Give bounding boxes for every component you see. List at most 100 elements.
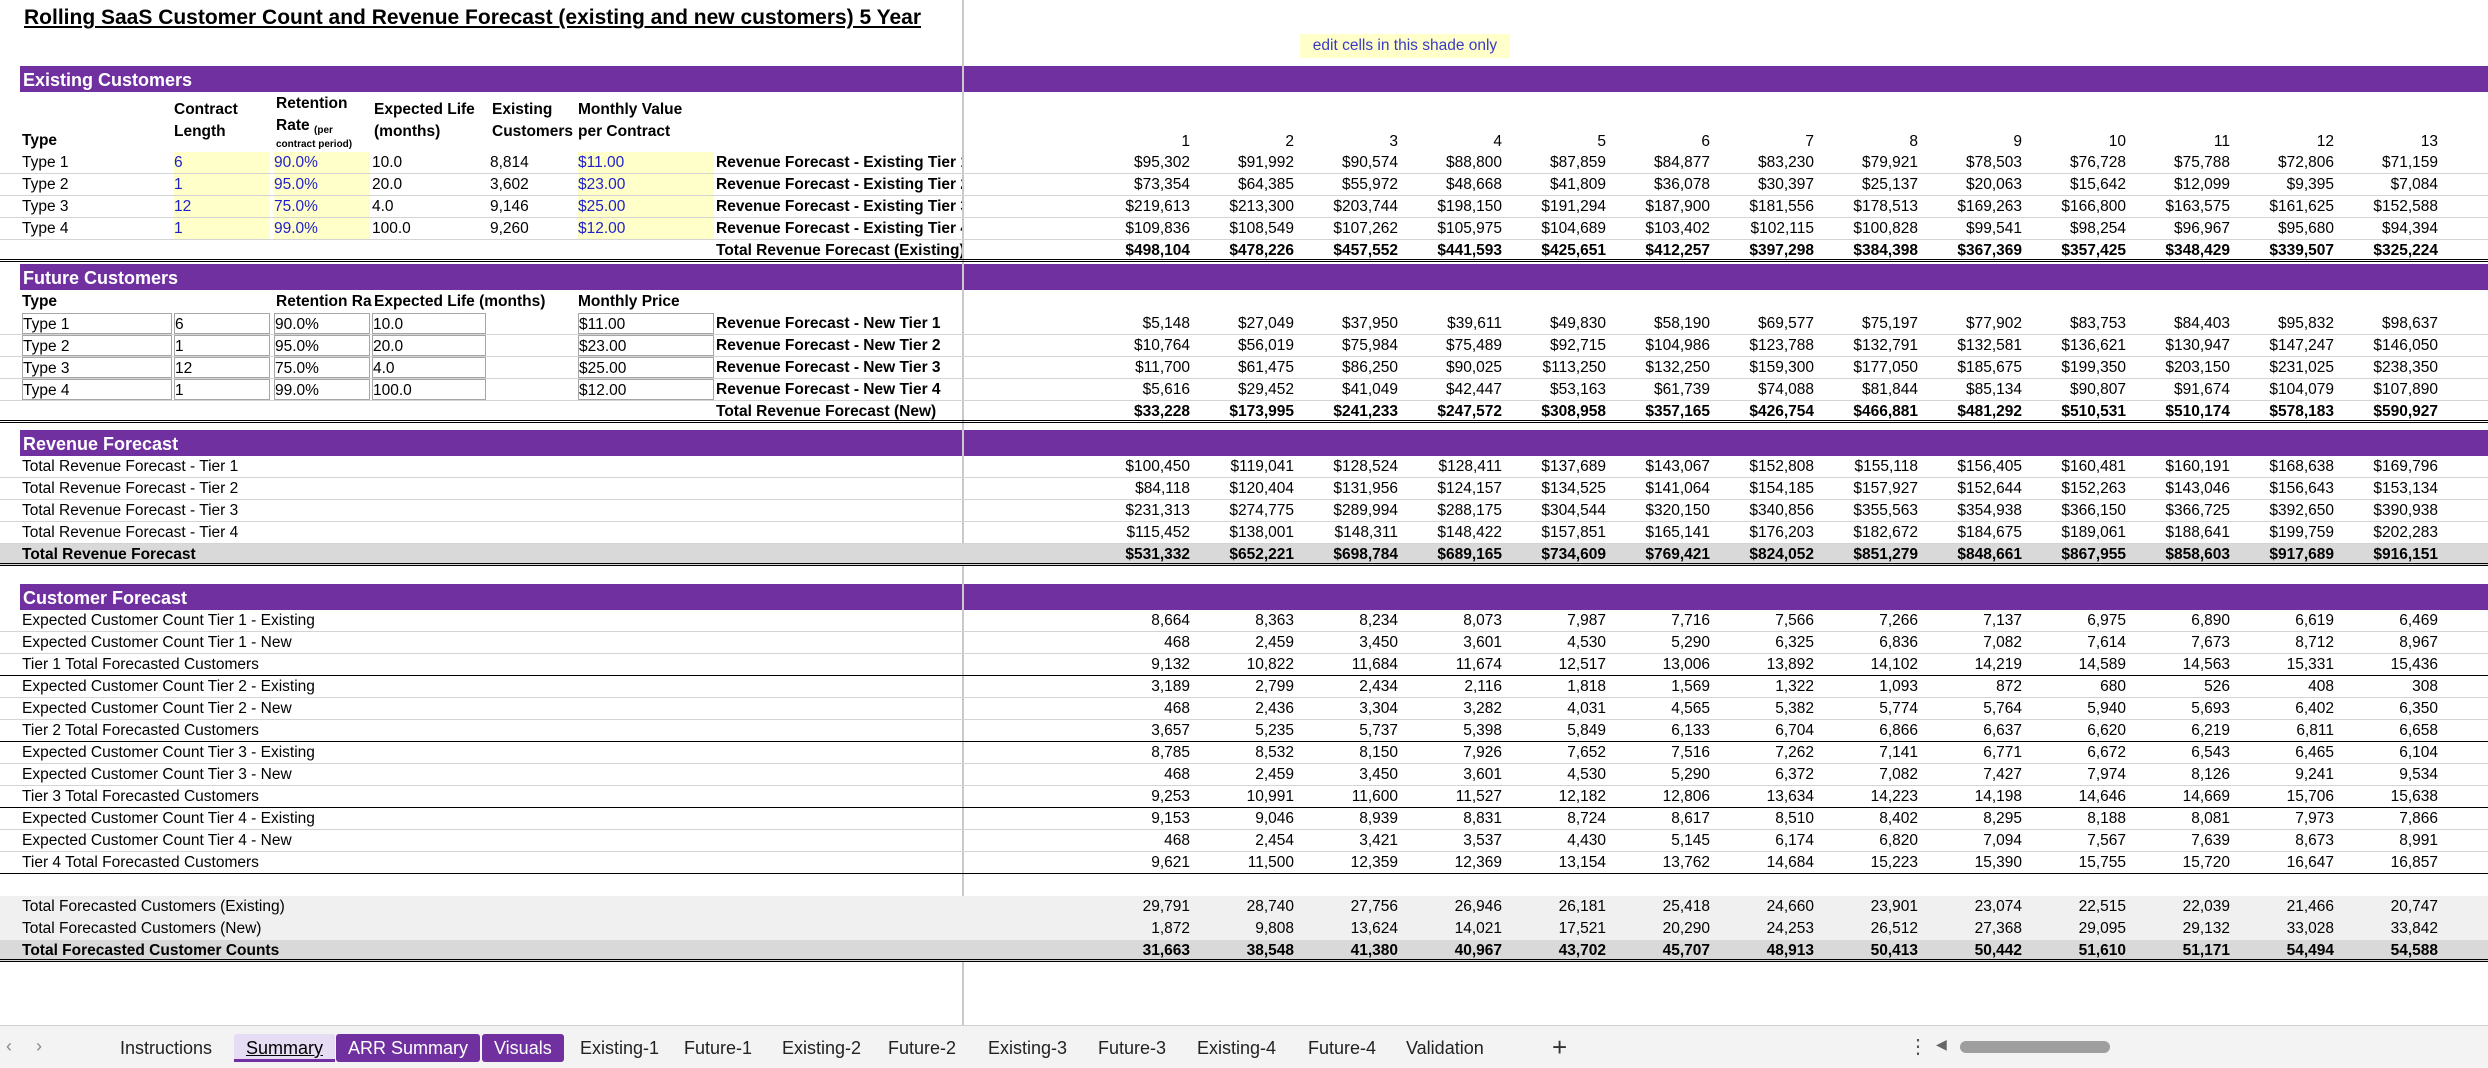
value-cell[interactable]: $75,984 bbox=[1341, 337, 1398, 354]
value-cell[interactable]: 2,434 bbox=[1359, 678, 1398, 695]
value-cell[interactable]: $153,134 bbox=[2373, 480, 2438, 497]
value-cell[interactable]: $457,552 bbox=[1333, 242, 1398, 259]
value-cell[interactable]: $155,118 bbox=[1854, 458, 1919, 475]
value-cell[interactable]: 11,500 bbox=[1247, 854, 1294, 871]
value-cell[interactable]: 872 bbox=[1996, 678, 2022, 695]
month-cell[interactable]: 11 bbox=[2213, 133, 2230, 150]
value-cell[interactable]: $308,958 bbox=[1541, 403, 1606, 420]
value-cell[interactable]: 6,836 bbox=[1879, 634, 1918, 651]
value-cell[interactable]: 7,566 bbox=[1775, 612, 1814, 629]
row-label[interactable]: Expected Customer Count Tier 3 - Existin… bbox=[22, 744, 315, 761]
value-cell[interactable]: 14,223 bbox=[1870, 788, 1918, 805]
value-cell[interactable]: 2,459 bbox=[1255, 766, 1294, 783]
value-cell[interactable]: $48,668 bbox=[1445, 176, 1502, 193]
value-cell[interactable]: $510,174 bbox=[2165, 403, 2230, 420]
value-cell[interactable]: $199,350 bbox=[2061, 359, 2126, 376]
row-label[interactable]: Expected Customer Count Tier 4 - Existin… bbox=[22, 810, 315, 827]
value-cell[interactable]: $134,525 bbox=[1541, 480, 1606, 497]
row-label[interactable]: Expected Customer Count Tier 4 - New bbox=[22, 832, 292, 849]
value-cell[interactable]: $9,395 bbox=[2286, 176, 2334, 193]
tab-instructions[interactable]: Instructions bbox=[120, 1038, 213, 1058]
row-label[interactable]: Expected Customer Count Tier 2 - Existin… bbox=[22, 678, 315, 695]
row-label[interactable]: Total Revenue Forecast - Tier 1 bbox=[22, 458, 239, 475]
value-cell[interactable]: $858,603 bbox=[2165, 546, 2230, 563]
value-cell[interactable]: 8,724 bbox=[1567, 810, 1606, 827]
value-cell[interactable]: 2,459 bbox=[1255, 634, 1294, 651]
life-cell[interactable]: 10.0 bbox=[372, 154, 403, 171]
value-cell[interactable]: 11,674 bbox=[1455, 656, 1502, 673]
type-cell[interactable]: Type 1 bbox=[22, 313, 172, 334]
value-cell[interactable]: $131,956 bbox=[1333, 480, 1398, 497]
value-cell[interactable]: 29,095 bbox=[2078, 920, 2126, 937]
life-cell[interactable]: 4.0 bbox=[372, 357, 486, 378]
customers-cell[interactable]: 8,814 bbox=[490, 154, 529, 171]
value-cell[interactable]: $304,544 bbox=[1541, 502, 1606, 519]
value-cell[interactable]: $81,844 bbox=[1861, 381, 1918, 398]
value-cell[interactable]: 5,737 bbox=[1359, 722, 1398, 739]
value-cell[interactable]: 8,785 bbox=[1151, 744, 1190, 761]
value-cell[interactable]: 5,382 bbox=[1775, 700, 1814, 717]
value-cell[interactable]: 27,368 bbox=[1974, 920, 2022, 937]
scroll-left-icon[interactable]: ◀ bbox=[1936, 1036, 1947, 1052]
value-cell[interactable]: $213,300 bbox=[1229, 198, 1294, 215]
value-cell[interactable]: 9,153 bbox=[1151, 810, 1190, 827]
value-cell[interactable]: 526 bbox=[2204, 678, 2230, 695]
value-cell[interactable]: $132,581 bbox=[1957, 337, 2022, 354]
month-cell[interactable]: 1 bbox=[1181, 133, 1190, 150]
value-cell[interactable]: 7,141 bbox=[1879, 744, 1918, 761]
value-cell[interactable]: 5,290 bbox=[1671, 634, 1710, 651]
value-cell[interactable]: 12,517 bbox=[1558, 656, 1606, 673]
value-cell[interactable]: 13,892 bbox=[1766, 656, 1814, 673]
value-cell[interactable]: 8,295 bbox=[1983, 810, 2022, 827]
tab-future-4[interactable]: Future-4 bbox=[1308, 1038, 1377, 1058]
life-cell[interactable]: 4.0 bbox=[372, 198, 394, 215]
row-label[interactable]: Tier 3 Total Forecasted Customers bbox=[22, 788, 259, 805]
value-cell[interactable]: 26,512 bbox=[1870, 920, 1918, 937]
value-cell[interactable]: $107,890 bbox=[2373, 381, 2438, 398]
life-cell[interactable]: 10.0 bbox=[372, 313, 486, 334]
row-label[interactable]: Revenue Forecast - Existing Tier 2 bbox=[716, 176, 962, 193]
value-cell[interactable]: $128,524 bbox=[1333, 458, 1398, 475]
value-cell[interactable]: $184,675 bbox=[1957, 524, 2022, 541]
value-cell[interactable]: 8,617 bbox=[1671, 810, 1710, 827]
value-cell[interactable]: $15,642 bbox=[2069, 176, 2126, 193]
contract-cell[interactable]: 12 bbox=[174, 357, 270, 378]
tab-existing-1[interactable]: Existing-1 bbox=[580, 1038, 660, 1058]
value-cell[interactable]: $917,689 bbox=[2269, 546, 2334, 563]
value-cell[interactable]: $88,800 bbox=[1445, 154, 1502, 171]
value-cell[interactable]: $10,764 bbox=[1133, 337, 1190, 354]
value-cell[interactable]: $73,354 bbox=[1133, 176, 1190, 193]
value-cell[interactable]: 54,494 bbox=[2286, 942, 2334, 959]
next-sheet-icon[interactable]: › bbox=[36, 1036, 42, 1056]
value-cell[interactable]: $100,828 bbox=[1853, 220, 1918, 237]
value-cell[interactable]: 14,589 bbox=[2078, 656, 2126, 673]
value-cell[interactable]: 33,028 bbox=[2286, 920, 2334, 937]
value-cell[interactable]: $357,165 bbox=[1645, 403, 1710, 420]
value-cell[interactable]: 6,325 bbox=[1775, 634, 1814, 651]
value-cell[interactable]: $160,191 bbox=[2165, 458, 2230, 475]
value-cell[interactable]: 24,660 bbox=[1766, 898, 1814, 915]
value-cell[interactable]: 8,991 bbox=[2399, 832, 2438, 849]
value-cell[interactable]: 50,442 bbox=[1974, 942, 2022, 959]
contract-cell[interactable]: 1 bbox=[174, 335, 270, 356]
value-cell[interactable]: 48,913 bbox=[1766, 942, 1814, 959]
value-cell[interactable]: $392,650 bbox=[2269, 502, 2334, 519]
value-cell[interactable]: $33,228 bbox=[1133, 403, 1190, 420]
type-cell[interactable]: Type 3 bbox=[22, 357, 172, 378]
life-cell[interactable]: 100.0 bbox=[372, 379, 486, 400]
value-cell[interactable]: $169,263 bbox=[1957, 198, 2022, 215]
value-cell[interactable]: 15,223 bbox=[1870, 854, 1918, 871]
value-cell[interactable]: 6,372 bbox=[1775, 766, 1814, 783]
value-cell[interactable]: 20,747 bbox=[2390, 898, 2438, 915]
retention-cell[interactable]: 75.0% bbox=[274, 357, 370, 378]
value-cell[interactable]: 1,322 bbox=[1775, 678, 1814, 695]
value-cell[interactable]: 2,799 bbox=[1255, 678, 1294, 695]
value-cell[interactable]: $916,151 bbox=[2373, 546, 2438, 563]
value-cell[interactable]: $165,141 bbox=[1645, 524, 1710, 541]
value-cell[interactable]: 10,991 bbox=[1246, 788, 1294, 805]
value-cell[interactable]: 5,693 bbox=[2191, 700, 2230, 717]
value-cell[interactable]: 1,818 bbox=[1567, 678, 1606, 695]
row-label[interactable]: Revenue Forecast - New Tier 4 bbox=[716, 381, 941, 398]
value-cell[interactable]: $75,197 bbox=[1861, 315, 1918, 332]
value-cell[interactable]: 13,624 bbox=[1350, 920, 1398, 937]
